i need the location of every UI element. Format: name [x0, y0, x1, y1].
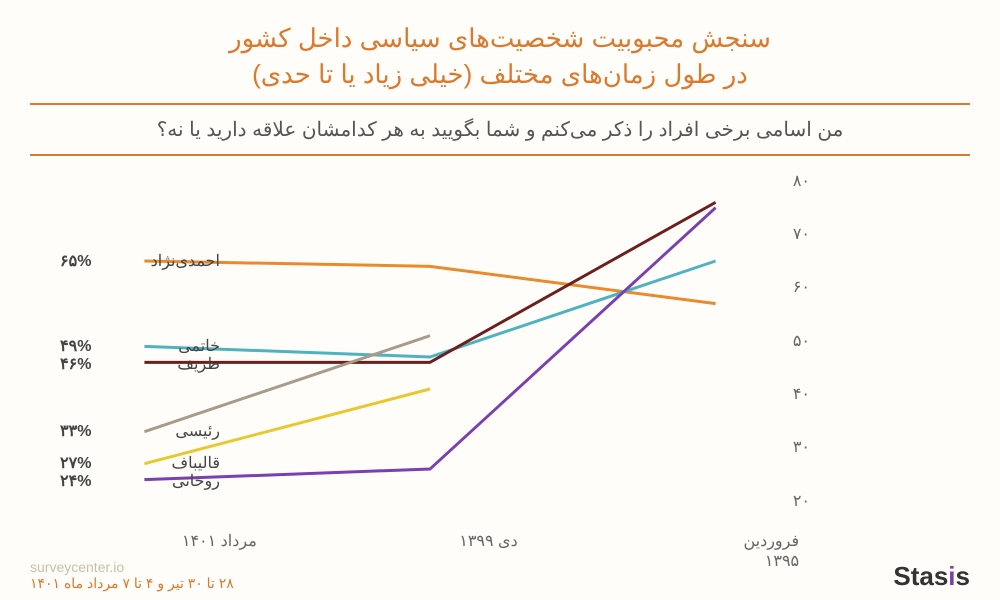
y-tick-label: ۳۰ — [793, 437, 810, 457]
chart-subtitle: من اسامی برخی افراد را ذکر می‌کنم و شما … — [30, 117, 970, 142]
series-line — [144, 202, 715, 362]
chart-footer: Stasis surveycenter.io ۲۸ تا ۳۰ تیر و ۴ … — [30, 559, 970, 592]
series-name: احمدی‌نژاد — [151, 251, 220, 271]
series-name: رئیسی — [175, 421, 220, 441]
series-label: قالیباف ۲۷% — [60, 453, 220, 473]
y-tick-label: ۵۰ — [793, 331, 810, 351]
series-label: ظریف ۴۶% — [60, 354, 220, 374]
x-tick-label: مرداد ۱۴۰۱ — [182, 531, 257, 551]
series-name: ظریف — [177, 354, 220, 374]
series-name: روحانی — [172, 471, 220, 491]
divider-bottom — [30, 154, 970, 156]
series-line — [144, 261, 715, 304]
series-percent: ۴۶% — [60, 354, 91, 374]
x-tick-label: دی ۱۳۹۹ — [459, 531, 517, 551]
series-percent: ۳۳% — [60, 421, 91, 441]
series-name: خاتمی — [178, 336, 220, 356]
series-name: قالیباف — [171, 453, 220, 473]
y-tick-label: ۸۰ — [793, 171, 810, 191]
chart-title: سنجش محبوبیت شخصیت‌های سیاسی داخل کشور د… — [30, 20, 970, 93]
series-label: روحانی ۲۴% — [60, 471, 220, 491]
y-tick-label: ۷۰ — [793, 224, 810, 244]
series-label: خاتمی ۴۹% — [60, 336, 220, 356]
series-percent: ۴۹% — [60, 336, 91, 356]
y-tick-label: ۲۰ — [793, 491, 810, 511]
series-percent: ۶۵% — [60, 251, 91, 271]
series-percent: ۲۷% — [60, 453, 91, 473]
series-end-labels: احمدی‌نژاد ۶۵% خاتمی ۴۹% ظریف ۴۶% رئیسی ۳۳% قالی… — [60, 181, 220, 501]
logo-text: Stasis — [893, 561, 970, 591]
divider-top — [30, 103, 970, 105]
series-line — [144, 261, 715, 357]
chart-area: ۲۰۳۰۴۰۵۰۶۰۷۰۸۰ فروردین ۱۳۹۵دی ۱۳۹۹مرداد … — [30, 171, 970, 551]
series-label: احمدی‌نژاد ۶۵% — [60, 251, 220, 271]
series-label: رئیسی ۳۳% — [60, 421, 220, 441]
survey-date: ۲۸ تا ۳۰ تیر و ۴ تا ۷ مرداد ماه ۱۴۰۱ — [30, 575, 234, 592]
footer-right: surveycenter.io ۲۸ تا ۳۰ تیر و ۴ تا ۷ مر… — [30, 559, 234, 592]
y-tick-label: ۶۰ — [793, 277, 810, 297]
title-line-2: در طول زمان‌های مختلف (خیلی زیاد یا تا ح… — [252, 59, 748, 89]
source-url: surveycenter.io — [30, 559, 234, 575]
chart-container: سنجش محبوبیت شخصیت‌های سیاسی داخل کشور د… — [0, 0, 1000, 600]
series-percent: ۲۴% — [60, 471, 91, 491]
y-tick-label: ۴۰ — [793, 384, 810, 404]
logo: Stasis — [893, 561, 970, 592]
series-line — [144, 207, 715, 479]
title-line-1: سنجش محبوبیت شخصیت‌های سیاسی داخل کشور — [229, 23, 771, 53]
